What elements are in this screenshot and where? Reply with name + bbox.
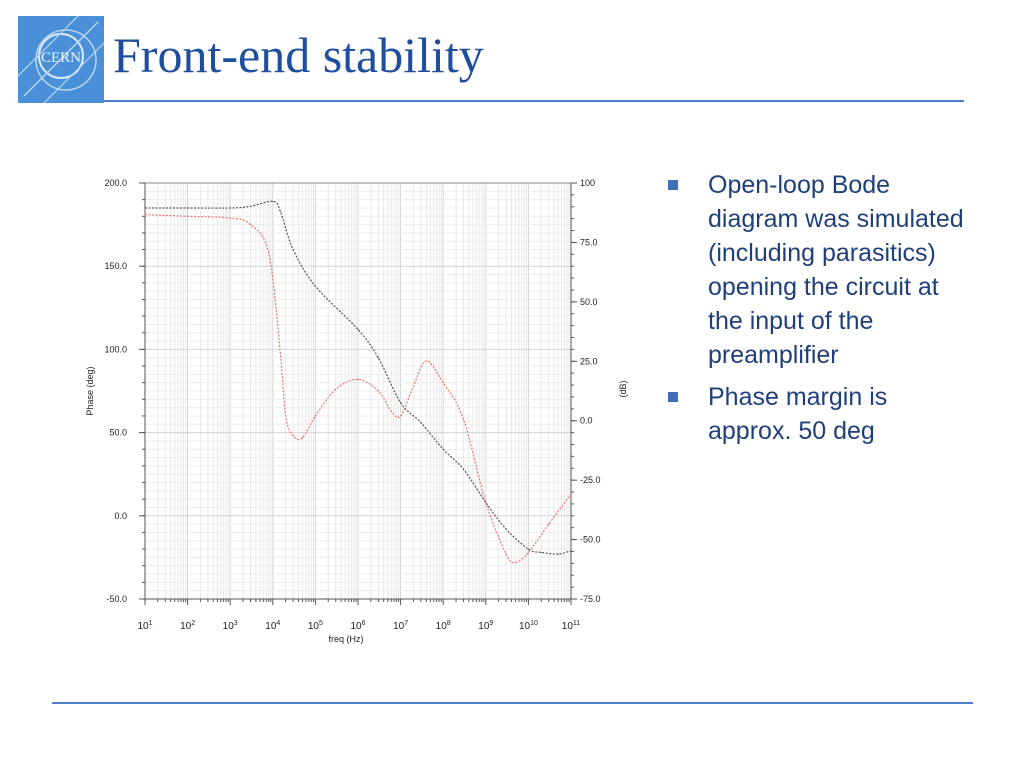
bullet-list: Open-loop Bode diagram was simulated (in… (668, 168, 968, 456)
data-point (540, 551, 542, 554)
data-point (187, 215, 189, 217)
data-point (527, 551, 529, 554)
cern-logo: CERN (18, 16, 104, 103)
bullet-square-icon (668, 392, 678, 402)
data-point (279, 210, 281, 212)
title-divider (104, 100, 964, 102)
right-tick-label: -75.0 (580, 594, 601, 604)
data-point (292, 248, 294, 251)
bullet-text: Phase margin is approx. 50 deg (708, 383, 888, 445)
x-tick-label: 106 (350, 620, 365, 632)
data-point (514, 561, 517, 563)
chart-axes: 101 102 103 104 105 106 107 108 109 1010 1011 freq … (85, 178, 628, 644)
data-point (144, 214, 146, 216)
data-point (249, 205, 252, 207)
bode-chart: 101 102 103 104 105 106 107 108 109 1010 1011 freq … (78, 170, 648, 650)
right-axis-title: (dB) (618, 380, 628, 397)
data-point (268, 252, 270, 254)
data-point (557, 553, 559, 555)
data-point (527, 548, 529, 550)
right-tick-label: 75.0 (580, 237, 598, 247)
data-point (420, 422, 422, 424)
data-point (400, 402, 402, 404)
data-point (442, 448, 444, 450)
chart-grid (144, 182, 571, 600)
footer-divider (52, 702, 973, 704)
x-tick-label: 105 (308, 620, 323, 632)
data-point (485, 501, 487, 504)
cern-logo-graphic: CERN (18, 16, 104, 103)
left-tick-label: 50.0 (109, 428, 127, 438)
data-point (335, 388, 337, 390)
data-point (249, 224, 252, 226)
x-tick-label: 1010 (519, 620, 538, 632)
data-point (412, 385, 415, 387)
data-point (314, 285, 316, 287)
right-tick-label: -50.0 (580, 535, 601, 545)
left-tick-label: 200.0 (104, 178, 127, 188)
data-point (314, 415, 316, 417)
x-tick-label: 108 (436, 620, 451, 632)
series-line-gray (144, 200, 572, 555)
bullet-text: Open-loop Bode diagram was simulated (in… (708, 171, 964, 369)
right-tick-label: 25.0 (580, 356, 598, 366)
cern-logo-text: CERN (41, 50, 81, 66)
right-tick-label: 0.0 (580, 416, 593, 426)
bullet-item: Phase margin is approx. 50 deg (668, 380, 968, 448)
data-point (390, 410, 392, 412)
data-point (442, 382, 444, 384)
x-tick-label: 101 (137, 620, 152, 632)
right-tick-label: 100 (580, 178, 595, 188)
data-point (301, 436, 304, 439)
bullet-item: Open-loop Bode diagram was simulated (in… (668, 168, 968, 372)
x-tick-label: 1011 (562, 620, 580, 632)
data-point (187, 207, 189, 209)
bode-chart-svg: 101 102 103 104 105 106 107 108 109 1010 1011 freq … (85, 178, 628, 644)
data-point (272, 200, 274, 202)
data-point (229, 207, 231, 209)
right-tick-label: 50.0 (580, 297, 598, 307)
x-axis-title: freq (Hz) (328, 634, 363, 644)
left-tick-label: -50.0 (106, 594, 127, 604)
chart-series (144, 200, 572, 564)
data-point (462, 418, 465, 420)
data-point (548, 523, 550, 525)
data-point (505, 553, 507, 555)
data-point (570, 493, 572, 495)
x-tick-label: 103 (223, 620, 238, 632)
data-point (357, 378, 359, 380)
data-point (357, 328, 359, 331)
data-point (400, 415, 402, 417)
data-point (144, 207, 146, 209)
data-point (292, 435, 294, 437)
data-point (505, 528, 507, 530)
data-point (570, 550, 572, 552)
data-point (279, 352, 281, 354)
data-point (229, 217, 231, 219)
data-point (425, 360, 427, 362)
data-point (377, 390, 379, 392)
data-point (377, 357, 379, 359)
page-title: Front-end stability (113, 27, 484, 83)
left-tick-label: 0.0 (114, 511, 127, 521)
left-tick-label: 100.0 (104, 344, 127, 354)
data-point (462, 468, 465, 470)
x-tick-label: 104 (265, 620, 280, 632)
data-point (285, 415, 287, 417)
x-tick-label: 102 (180, 620, 195, 632)
left-tick-label: 150.0 (104, 261, 127, 271)
bullet-square-icon (668, 180, 678, 190)
x-tick-label: 107 (393, 620, 408, 632)
x-tick-label: 109 (478, 620, 493, 632)
right-tick-label: -25.0 (580, 475, 601, 485)
left-axis-title: Phase (deg) (85, 366, 95, 415)
